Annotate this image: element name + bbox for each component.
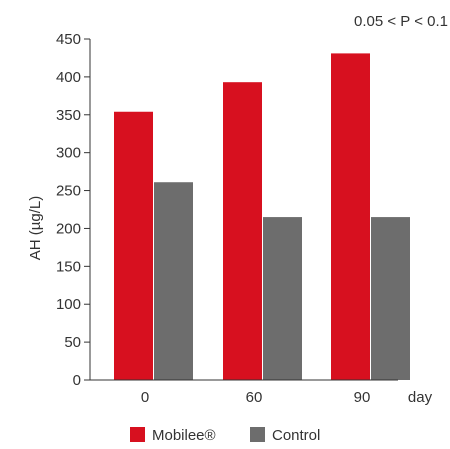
y-tick-label: 150 (56, 258, 81, 275)
y-tick-label: 400 (56, 69, 81, 86)
x-tick-label: 0 (141, 389, 149, 406)
y-axis-ticks: 0 50 100 150 200 250 300 350 400 450 (56, 31, 90, 389)
y-tick-label: 50 (64, 334, 81, 351)
y-axis-label: AH (µg/L) (27, 196, 44, 261)
bar-control-60 (263, 217, 302, 380)
x-axis-ticks: 0 60 90 (141, 389, 371, 406)
x-tick-label: 90 (354, 389, 371, 406)
bar-control-90 (371, 217, 410, 380)
x-axis-label: day (408, 389, 433, 406)
legend-swatch (250, 427, 265, 442)
legend-label: Control (272, 427, 320, 444)
p-value-annotation: 0.05 < P < 0.1 (354, 13, 448, 30)
bar-mobilee-60 (223, 82, 262, 381)
legend: Mobilee® Control (130, 427, 320, 444)
y-tick-label: 200 (56, 220, 81, 237)
bar-mobilee-0 (114, 111, 153, 380)
bar-control-0 (154, 182, 193, 380)
y-tick-label: 300 (56, 145, 81, 162)
legend-label: Mobilee® (152, 427, 216, 444)
bars-group (114, 53, 410, 381)
bar-mobilee-90 (331, 53, 370, 381)
y-tick-label: 250 (56, 183, 81, 200)
y-tick-label: 100 (56, 296, 81, 313)
y-tick-label: 0 (73, 372, 81, 389)
legend-swatch (130, 427, 145, 442)
y-tick-label: 350 (56, 107, 81, 124)
y-tick-label: 450 (56, 31, 81, 48)
x-tick-label: 60 (246, 389, 263, 406)
